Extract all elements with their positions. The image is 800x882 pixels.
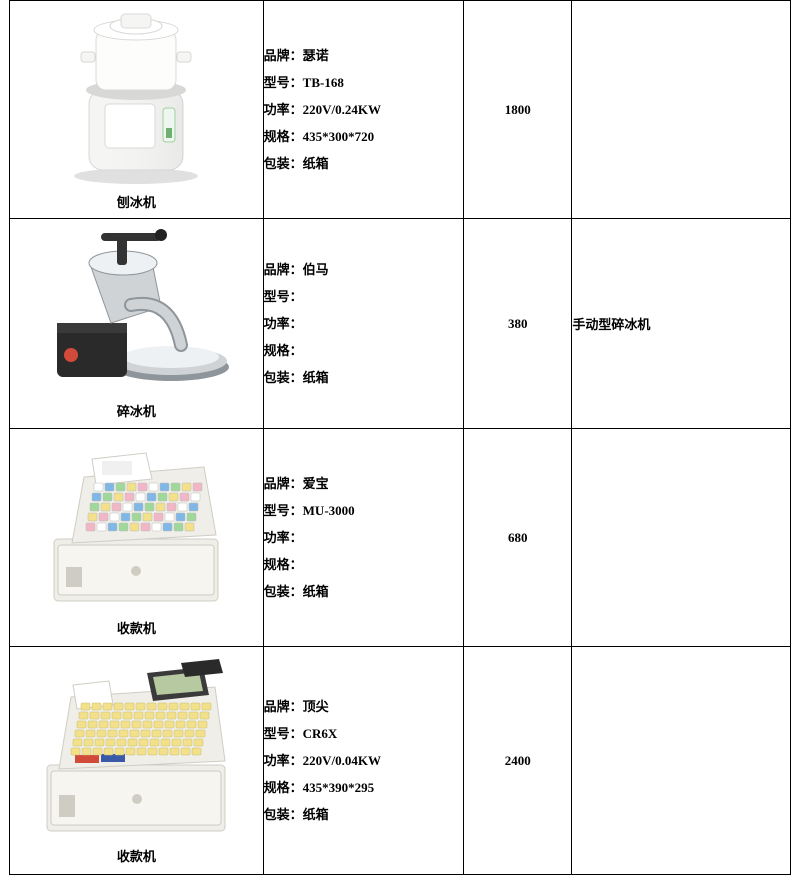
spec-size: 规格：435*300*720 xyxy=(264,130,464,143)
note-cell: 手动型碎冰机 xyxy=(572,219,791,429)
price-cell: 1800 xyxy=(464,1,572,219)
spec-cell: 品牌：瑟诺 型号：TB-168 功率：220V/0.24KW 规格：435*30… xyxy=(263,1,464,219)
spec-brand: 品牌：伯马 xyxy=(264,263,464,276)
spec-brand: 品牌：瑟诺 xyxy=(264,49,464,62)
spec-power: 功率：220V/0.04KW xyxy=(264,754,464,767)
table-row: 碎冰机 品牌：伯马 型号： 功率： 规格： 包装：纸箱380手动型碎冰机 xyxy=(10,219,791,429)
spec-cell: 品牌：顶尖 型号：CR6X 功率：220V/0.04KW 规格：435*390*… xyxy=(263,647,464,875)
product-table: 刨冰机 品牌：瑟诺 型号：TB-168 功率：220V/0.24KW 规格：43… xyxy=(9,0,791,875)
product-caption: 收款机 xyxy=(117,846,156,865)
price-cell: 680 xyxy=(464,429,572,647)
spec-pack: 包装：纸箱 xyxy=(264,157,464,170)
spec-model: 型号：TB-168 xyxy=(264,76,464,89)
spec-size: 规格：435*390*295 xyxy=(264,781,464,794)
product-cell: 收款机 xyxy=(10,647,264,875)
spec-size: 规格： xyxy=(264,558,464,571)
product-caption: 碎冰机 xyxy=(117,401,156,420)
spec-power: 功率： xyxy=(264,317,464,330)
spec-pack: 包装：纸箱 xyxy=(264,371,464,384)
spec-cell: 品牌：爱宝 型号：MU-3000 功率： 规格： 包装：纸箱 xyxy=(263,429,464,647)
table-row: 收款机 品牌：爱宝 型号：MU-3000 功率： 规格： 包装：纸箱680 xyxy=(10,429,791,647)
spec-pack: 包装：纸箱 xyxy=(264,808,464,821)
product-caption: 收款机 xyxy=(117,618,156,637)
price-cell: 2400 xyxy=(464,647,572,875)
spec-size: 规格： xyxy=(264,344,464,357)
product-cell: 收款机 xyxy=(10,429,264,647)
product-cell: 刨冰机 xyxy=(10,1,264,219)
spec-model: 型号： xyxy=(264,290,464,303)
note-cell xyxy=(572,429,791,647)
product-image xyxy=(31,227,241,397)
table-row: 刨冰机 品牌：瑟诺 型号：TB-168 功率：220V/0.24KW 规格：43… xyxy=(10,1,791,219)
spec-power: 功率： xyxy=(264,531,464,544)
product-image xyxy=(51,8,221,188)
spec-model: 型号：CR6X xyxy=(264,727,464,740)
spec-cell: 品牌：伯马 型号： 功率： 规格： 包装：纸箱 xyxy=(263,219,464,429)
product-image xyxy=(31,657,241,842)
spec-brand: 品牌：爱宝 xyxy=(264,477,464,490)
product-cell: 碎冰机 xyxy=(10,219,264,429)
product-caption: 刨冰机 xyxy=(117,192,156,211)
spec-model: 型号：MU-3000 xyxy=(264,504,464,517)
spec-power: 功率：220V/0.24KW xyxy=(264,103,464,116)
spec-brand: 品牌：顶尖 xyxy=(264,700,464,713)
table-row: 收款机 品牌：顶尖 型号：CR6X 功率：220V/0.04KW 规格：435*… xyxy=(10,647,791,875)
note-cell xyxy=(572,647,791,875)
spec-pack: 包装：纸箱 xyxy=(264,585,464,598)
price-cell: 380 xyxy=(464,219,572,429)
product-image xyxy=(36,439,236,614)
note-cell xyxy=(572,1,791,219)
